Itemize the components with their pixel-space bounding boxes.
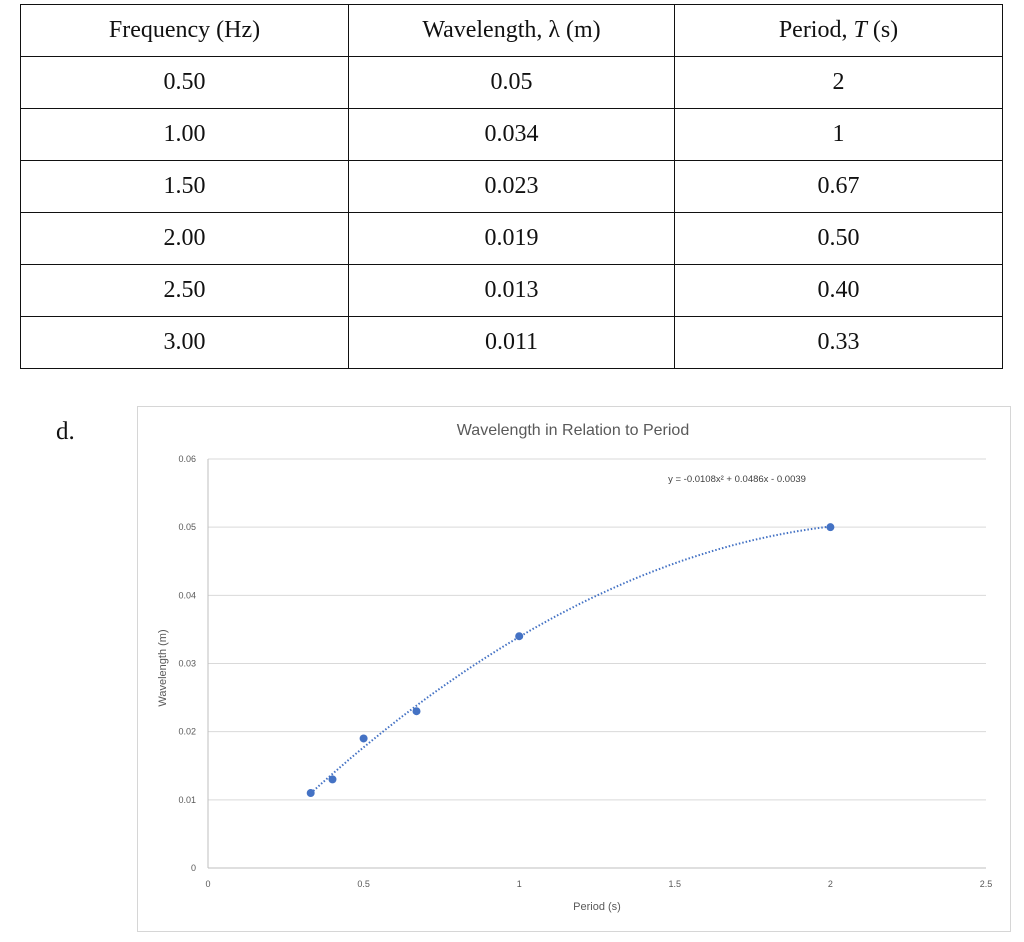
cell-wavelength: 0.05 [348,56,675,109]
data-point [826,523,835,532]
header-wavelength: Wavelength, λ (m) [348,4,675,57]
y-tick-label: 0 [191,863,196,873]
trendline-equation: y = -0.0108x² + 0.0486x - 0.0039 [668,474,806,485]
x-tick-label: 0.5 [357,879,370,889]
cell-wavelength: 0.013 [348,264,675,317]
cell-period: 2 [674,56,1003,109]
x-tick-label: 1.5 [669,879,682,889]
cell-period: 0.50 [674,212,1003,265]
data-point [359,734,368,743]
y-tick-label: 0.02 [178,727,196,737]
cell-wavelength: 0.023 [348,160,675,213]
y-axis-label: Wavelength (m) [157,629,169,706]
table-row: 0.50 0.05 2 [20,56,1003,109]
y-tick-label: 0.05 [178,522,196,532]
cell-wavelength: 0.019 [348,212,675,265]
cell-period: 1 [674,108,1003,161]
cell-period: 0.33 [674,316,1003,369]
cell-frequency: 1.00 [20,108,349,161]
header-period: Period, T (s) [674,4,1003,57]
x-tick-label: 0 [205,879,210,889]
cell-wavelength: 0.011 [348,316,675,369]
chart-svg: 0 0.01 0.02 0.03 0.04 0.05 0.06 0 0.5 1 1.5 2 2.5 Wa… [157,422,992,913]
chart-title: Wavelength in Relation to Period [457,422,689,439]
data-point [328,775,337,784]
table-row: 1.00 0.034 1 [20,108,1003,161]
cell-frequency: 2.50 [20,264,349,317]
x-tick-label: 1 [517,879,522,889]
cell-frequency: 0.50 [20,56,349,109]
table-row: 1.50 0.023 0.67 [20,160,1003,213]
grid-layer [207,458,986,869]
header-period-symbol: T [853,17,867,43]
cell-frequency: 3.00 [20,316,349,369]
trendline [310,525,831,795]
header-frequency: Frequency (Hz) [20,4,349,57]
y-tick-label: 0.03 [178,659,196,669]
cell-frequency: 1.50 [20,160,349,213]
data-point [412,707,421,716]
header-period-text: Period, [778,17,854,43]
y-tick-label: 0.06 [178,454,196,464]
table-header-row: Frequency (Hz) Wavelength, λ (m) Period,… [20,4,1003,57]
table-row: 2.00 0.019 0.50 [20,212,1003,265]
header-period-unit: (s) [866,17,899,43]
data-point [306,789,315,798]
cell-period: 0.67 [674,160,1003,213]
cell-wavelength: 0.034 [348,108,675,161]
x-axis-label: Period (s) [573,901,621,913]
trendline-layer [310,525,831,795]
table-row: 2.50 0.013 0.40 [20,264,1003,317]
part-label: d. [56,418,75,445]
cell-frequency: 2.00 [20,212,349,265]
x-tick-label: 2 [828,879,833,889]
x-tick-label: 2.5 [980,879,993,889]
table-row: 3.00 0.011 0.33 [20,316,1003,369]
tick-labels-layer: 0 0.01 0.02 0.03 0.04 0.05 0.06 0 0.5 1 1.5 2 2.5 [178,454,992,889]
y-tick-label: 0.04 [178,590,196,600]
cell-period: 0.40 [674,264,1003,317]
chart-area: 0 0.01 0.02 0.03 0.04 0.05 0.06 0 0.5 1 1.5 2 2.5 Wa… [137,406,1011,932]
data-point [515,632,524,641]
y-tick-label: 0.01 [178,795,196,805]
points-layer [306,523,835,798]
data-table: Frequency (Hz) Wavelength, λ (m) Period,… [20,4,1003,369]
